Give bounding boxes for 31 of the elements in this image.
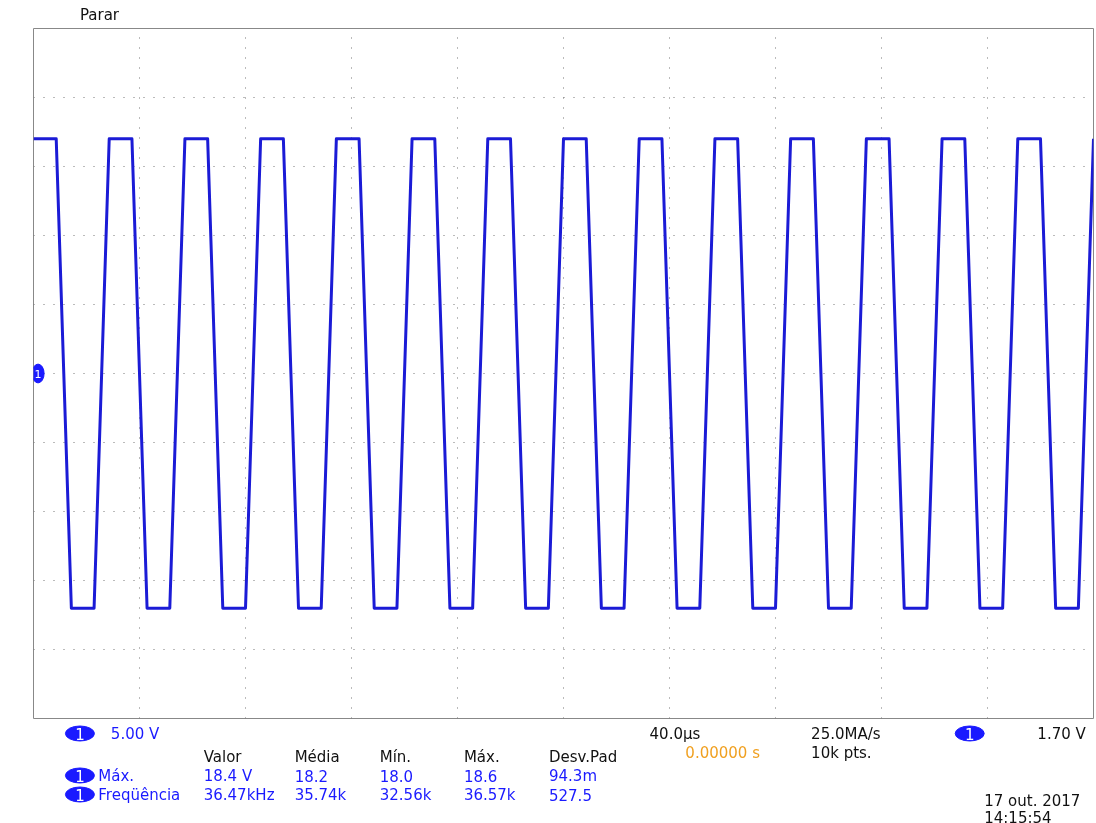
text: 94.3m (548, 766, 598, 785)
text: 1 (964, 725, 975, 744)
text: Desv.Pad (548, 747, 618, 766)
text: 14:15:54 (984, 808, 1052, 823)
text: Mín. (379, 747, 412, 766)
text: 1 (75, 767, 85, 786)
text: 5.00 V (110, 724, 161, 743)
text: 18.0 (379, 767, 414, 786)
text: 17 out. 2017 (984, 791, 1081, 810)
text: Valor (203, 747, 243, 766)
text: 10k pts. (811, 743, 872, 762)
text: Média (294, 747, 340, 766)
text: 36.57k (463, 785, 516, 804)
text: 18.6 (463, 767, 498, 786)
text: 1 (75, 786, 85, 805)
text: Freqüência (98, 785, 181, 804)
text: 1.70 V (1037, 724, 1087, 743)
text: 0.00000 s (685, 743, 761, 762)
text: Máx. (463, 747, 500, 766)
text: 18.2 (294, 767, 329, 786)
text: 36.47kHz (203, 785, 275, 804)
text: 527.5 (548, 786, 592, 805)
text: 1 (75, 725, 85, 744)
text: 18.4 V (203, 766, 253, 785)
text: 32.56k (379, 785, 432, 804)
annotation: 1 (34, 367, 42, 381)
text: 40.0µs (649, 724, 701, 743)
text: Parar (79, 5, 120, 24)
text: Máx. (98, 766, 135, 785)
text: 35.74k (294, 785, 347, 804)
text: 25.0MA/s (811, 724, 881, 743)
